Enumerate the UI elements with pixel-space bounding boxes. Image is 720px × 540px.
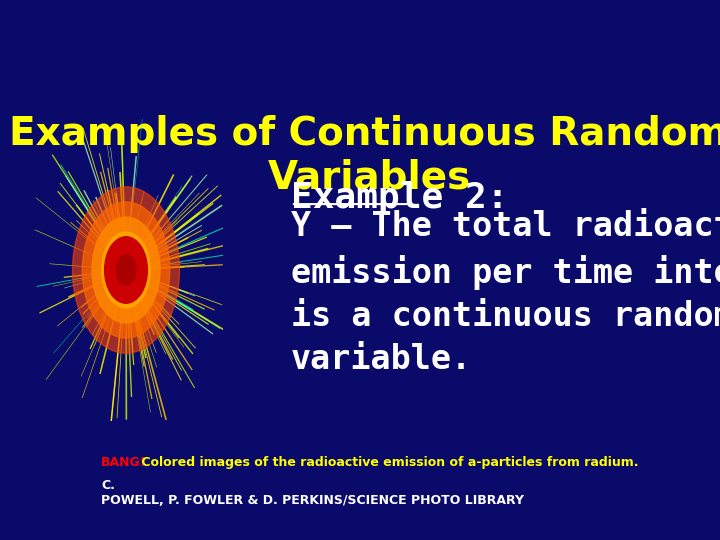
Circle shape (104, 237, 148, 303)
Text: Example 2:: Example 2: (291, 181, 508, 215)
Text: Colored images of the radioactive emission of a-particles from radium.: Colored images of the radioactive emissi… (138, 456, 639, 469)
Circle shape (102, 232, 150, 308)
Circle shape (118, 258, 134, 282)
Circle shape (73, 187, 179, 353)
Circle shape (82, 202, 170, 338)
Text: BANG!: BANG! (101, 456, 147, 469)
Circle shape (92, 217, 160, 323)
Circle shape (116, 255, 135, 285)
Text: C.
POWELL, P. FOWLER & D. PERKINS/SCIENCE PHOTO LIBRARY: C. POWELL, P. FOWLER & D. PERKINS/SCIENC… (101, 478, 524, 507)
Text: Examples of Continuous Random
Variables: Examples of Continuous Random Variables (9, 114, 720, 197)
Text: Y – The total radioactive
emission per time interval
is a continuous random
vari: Y – The total radioactive emission per t… (291, 211, 720, 376)
Circle shape (112, 247, 140, 293)
